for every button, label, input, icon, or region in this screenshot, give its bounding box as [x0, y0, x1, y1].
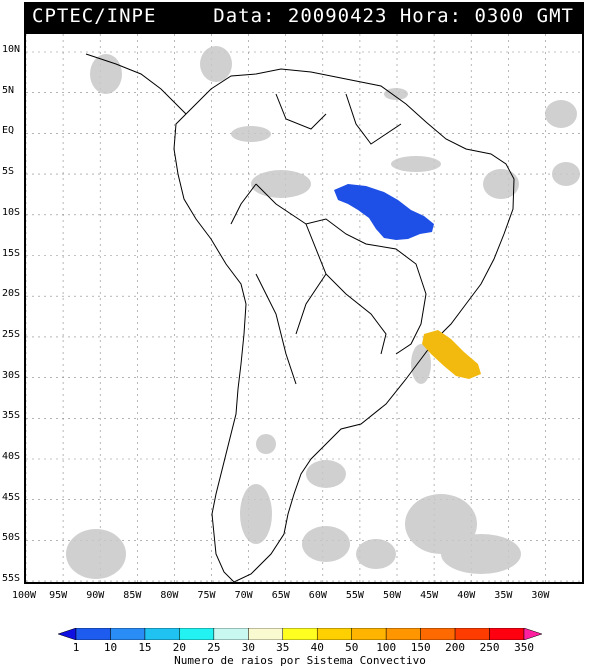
- cloud-patch: [306, 460, 346, 488]
- cloud-patch: [231, 126, 271, 142]
- latitude-label: EQ: [2, 125, 15, 137]
- longitude-label: 55W: [345, 590, 364, 601]
- latitude-label: 50S: [2, 532, 21, 544]
- colorbar-tick-label: 10: [103, 641, 118, 654]
- title-bar: CPTEC/INPE Data: 20090423 Hora: 0300 GMT: [24, 2, 584, 32]
- colorbar-tick-label: 350: [514, 641, 534, 654]
- longitude-label: 40W: [457, 590, 476, 601]
- colorbar-tick-label: 30: [241, 641, 255, 654]
- cloud-patch: [302, 526, 350, 562]
- latitude-label: 30S: [2, 369, 21, 381]
- agency-title: CPTEC/INPE: [32, 5, 157, 27]
- cloud-patch: [384, 88, 408, 100]
- longitude-label: 85W: [123, 590, 142, 601]
- longitude-label: 90W: [86, 590, 105, 601]
- latitude-label: 55S: [2, 573, 21, 585]
- colorbar-swatch: [420, 628, 456, 640]
- border-line: [230, 183, 257, 225]
- longitude-label: 50W: [383, 590, 402, 601]
- colorbar-tick-label: 100: [376, 641, 397, 654]
- colorbar-title: Numero de raios por Sistema Convectivo: [174, 654, 426, 667]
- cloud-patch: [200, 46, 232, 82]
- colorbar-swatch: [144, 628, 180, 640]
- border-line: [305, 223, 387, 355]
- colorbar-swatch: [213, 628, 249, 640]
- colorbar-swatch: [523, 628, 542, 640]
- cloud-patch: [66, 529, 126, 579]
- colorbar: [58, 628, 542, 640]
- colorbar-swatch: [282, 628, 318, 640]
- border-line: [255, 273, 297, 385]
- cloud-patch: [90, 54, 122, 94]
- latitude-label: 35S: [2, 410, 21, 422]
- cloud-patch: [251, 170, 311, 198]
- cloud-patch: [483, 169, 519, 199]
- colorbar-tick-label: 20: [172, 641, 187, 654]
- latitude-label: 40S: [2, 451, 21, 462]
- longitude-label: 60W: [308, 590, 327, 601]
- colorbar-swatch: [454, 628, 490, 640]
- longitude-label: 95W: [49, 590, 68, 601]
- colorbar-tick-label: 25: [207, 641, 221, 654]
- longitude-label: 30W: [531, 590, 550, 601]
- colorbar-tick-label: 1: [72, 641, 80, 654]
- longitude-label: 80W: [160, 590, 179, 601]
- latitude-label: 20S: [2, 288, 21, 300]
- colorbar-swatch: [248, 628, 284, 640]
- colorbar-tick-label: 35: [276, 641, 290, 654]
- border-line: [295, 273, 327, 335]
- colorbar-swatch: [385, 628, 421, 640]
- colorbar-tick-label: 250: [479, 641, 500, 654]
- colorbar-swatch: [110, 628, 146, 640]
- central-america-outline: [85, 53, 187, 115]
- border-line: [255, 183, 427, 355]
- longitude-label: 65W: [271, 590, 290, 601]
- border-line: [345, 93, 402, 145]
- cloud-patch: [552, 162, 580, 186]
- convective-systems: [334, 184, 481, 379]
- colorbar-tick-label: 200: [445, 641, 466, 654]
- latitude-label: 45S: [2, 491, 21, 503]
- latitude-label: 10N: [2, 44, 21, 55]
- colorbar-swatch: [489, 628, 525, 640]
- longitude-label: 70W: [234, 590, 253, 601]
- colorbar-swatch: [75, 628, 111, 640]
- colorbar-tick-label: 50: [345, 641, 359, 654]
- convective-system-blue: [334, 184, 434, 240]
- colorbar-tick-label: 15: [138, 641, 152, 654]
- latitude-label: 10S: [2, 206, 21, 218]
- longitude-label: 75W: [197, 590, 216, 601]
- latitude-label: 15S: [2, 247, 21, 259]
- colorbar-swatch: [58, 628, 77, 640]
- cloud-patch: [391, 156, 441, 172]
- colorbar-swatch: [351, 628, 387, 640]
- graticule: [26, 34, 582, 582]
- latitude-label: 5N: [2, 84, 15, 96]
- cloud-cover: [66, 46, 580, 579]
- border-line: [275, 93, 327, 130]
- cloud-patch: [441, 534, 521, 574]
- colorbar-swatch: [179, 628, 215, 640]
- longitude-label: 100W: [12, 590, 37, 601]
- cloud-patch: [240, 484, 272, 544]
- date-time-title: Data: 20090423 Hora: 0300 GMT: [213, 5, 574, 27]
- colorbar-tick-label: 150: [410, 641, 431, 654]
- south-america-outline: [173, 68, 515, 582]
- cloud-patch: [411, 344, 431, 384]
- longitude-label: 45W: [420, 590, 439, 601]
- cloud-patch: [356, 539, 396, 569]
- coastline-borders: [85, 53, 515, 582]
- longitude-label: 35W: [494, 590, 513, 601]
- map-canvas: [26, 34, 582, 582]
- colorbar-swatch: [316, 628, 352, 640]
- convective-system-yellow: [422, 330, 481, 379]
- map-frame: [24, 32, 584, 584]
- cloud-patch: [545, 100, 577, 128]
- latitude-label: 25S: [2, 328, 21, 340]
- cloud-patch: [256, 434, 276, 454]
- colorbar-tick-label: 40: [310, 641, 324, 654]
- latitude-label: 5S: [2, 166, 15, 178]
